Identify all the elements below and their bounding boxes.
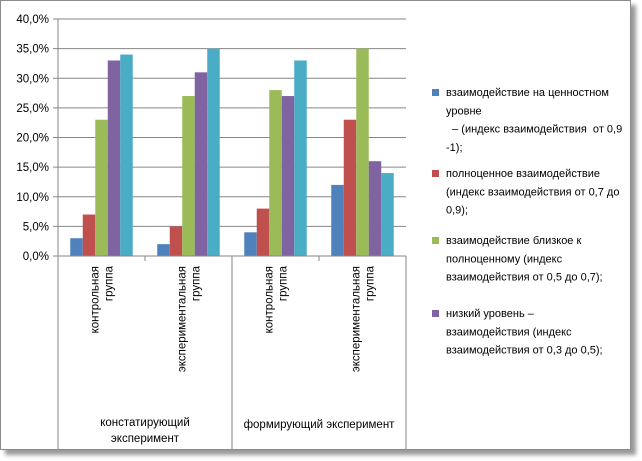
bar xyxy=(368,161,382,256)
bar xyxy=(207,48,220,256)
bar xyxy=(281,96,295,257)
legend-label: низкий уровень – xyxy=(446,308,535,320)
category-label: группа xyxy=(278,265,290,301)
group-label: формирующий эксперимент xyxy=(244,419,396,431)
legend-label: полноценное взаимодействие xyxy=(446,168,600,180)
category-label: группа xyxy=(365,265,377,301)
legend-swatch xyxy=(432,170,439,177)
bar xyxy=(95,119,108,256)
bar xyxy=(82,214,96,256)
y-tick-label: 0,0% xyxy=(23,251,49,263)
y-tick-label: 35,0% xyxy=(16,44,49,56)
legend-label: взаимодействия (индекс xyxy=(446,326,572,338)
chart-frame: 0,0% 5,0% 10,0% 15,0% 20,0% 25,0% 30,0% 35,0% 40… xyxy=(0,0,631,450)
category-label: группа xyxy=(104,265,116,301)
bar xyxy=(294,60,307,256)
y-tick-label: 20,0% xyxy=(16,133,49,145)
legend-label: полноценному (индекс xyxy=(446,253,563,265)
y-tick-label: 15,0% xyxy=(16,162,49,174)
category-label: экспериментальная xyxy=(351,266,363,372)
legend-label: взаимодействие на ценностном xyxy=(446,87,609,99)
group-label: констатирующий xyxy=(100,417,190,429)
y-tick-label: 5,0% xyxy=(23,221,49,233)
bar xyxy=(256,208,270,256)
category-label: экспериментальная xyxy=(177,266,189,372)
legend-swatch xyxy=(432,237,439,244)
legend-label: взаимодействия от 0,3 до 0,5); xyxy=(446,345,603,357)
bar xyxy=(70,238,83,256)
bar xyxy=(194,72,208,256)
legend-label: взаимодействие близкое к xyxy=(446,235,581,247)
y-tick-label: 30,0% xyxy=(16,73,49,85)
bar xyxy=(107,60,121,256)
y-tick-label: 10,0% xyxy=(16,192,49,204)
bar xyxy=(343,119,357,256)
bar xyxy=(120,54,133,256)
y-tick-label: 25,0% xyxy=(16,103,49,115)
legend-label: 0,9); xyxy=(446,205,468,217)
legend-label: взаимодействия от 0,5 до 0,7); xyxy=(446,272,603,284)
legend-label: – (индекс взаимодействия от 0,9 xyxy=(446,124,622,136)
bar xyxy=(381,173,394,256)
bar xyxy=(182,96,195,257)
legend-label: -1); xyxy=(446,142,463,154)
bar xyxy=(331,184,344,256)
legend-label: (индекс взаимодействия от 0,7 до xyxy=(446,186,619,198)
legend-swatch xyxy=(432,89,439,96)
bar xyxy=(169,226,183,256)
y-tick-label: 40,0% xyxy=(16,14,49,26)
bar xyxy=(356,48,369,256)
bar xyxy=(157,244,170,256)
category-label: группа xyxy=(191,265,203,301)
category-label: контрольная xyxy=(90,266,102,333)
legend-swatch xyxy=(432,310,439,317)
legend-label: уровне xyxy=(446,105,482,117)
bar xyxy=(269,90,282,256)
bar-chart: 0,0% 5,0% 10,0% 15,0% 20,0% 25,0% 30,0% 35,0% 40… xyxy=(16,14,622,449)
group-label: эксперимент xyxy=(111,433,180,445)
bar xyxy=(244,232,257,256)
category-label: контрольная xyxy=(264,266,276,333)
